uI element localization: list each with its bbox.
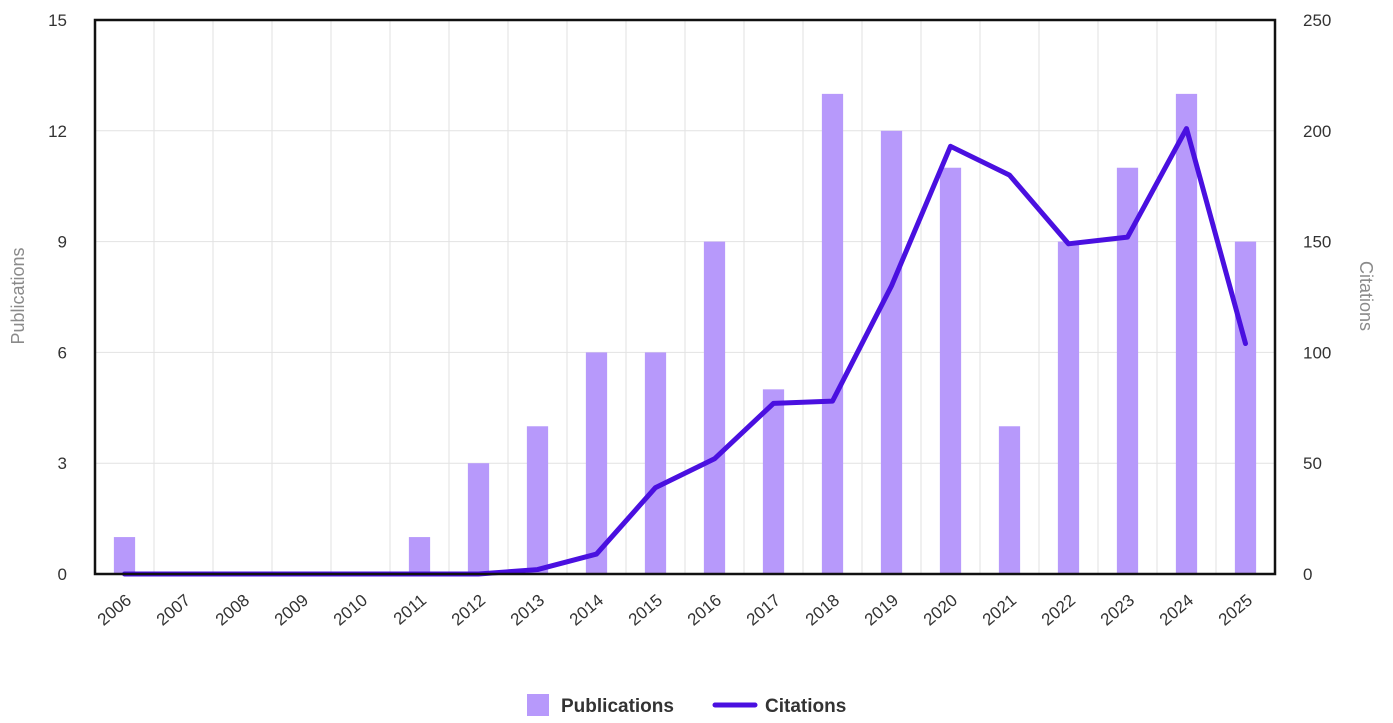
bar-publications-2011[interactable]: [408, 537, 431, 574]
legend-label-citations: Citations: [765, 696, 846, 717]
plot-frame: [93, 18, 1277, 576]
x-tick-label: 2013: [507, 591, 548, 630]
x-tick-label: 2008: [212, 591, 253, 630]
legend-item-publications[interactable]: Publications: [527, 694, 674, 717]
x-tick-label: 2018: [802, 591, 843, 630]
right-tick-label: 50: [1303, 454, 1322, 473]
x-tick-label: 2014: [566, 591, 607, 630]
x-tick-label: 2007: [153, 591, 194, 630]
right-tick-label: 200: [1303, 122, 1331, 141]
left-tick-label: 12: [48, 122, 67, 141]
x-tick-label: 2011: [390, 591, 430, 629]
left-tick-label: 9: [58, 233, 67, 252]
x-tick-label: 2023: [1097, 591, 1138, 630]
bar-publications-2016[interactable]: [703, 241, 726, 574]
bar-publications-2012[interactable]: [467, 463, 490, 574]
left-tick-label: 3: [58, 454, 67, 473]
bar-publications-2006[interactable]: [113, 537, 136, 574]
x-tick-label: 2010: [330, 591, 371, 630]
bar-publications-2024[interactable]: [1175, 93, 1198, 574]
x-tick-label: 2019: [861, 591, 902, 630]
legend-item-citations[interactable]: Citations: [712, 696, 846, 717]
bar-publications-2015[interactable]: [644, 352, 667, 574]
bar-publications-2025[interactable]: [1234, 241, 1257, 574]
right-tick-label: 100: [1303, 343, 1331, 362]
bar-publications-2019[interactable]: [880, 130, 903, 575]
x-tick-label: 2022: [1038, 591, 1079, 630]
legend-label-publications: Publications: [561, 696, 674, 717]
x-tick-label: 2016: [684, 591, 725, 630]
bar-publications-2021[interactable]: [998, 426, 1021, 574]
left-tick-label: 6: [58, 343, 67, 362]
left-axis-title: Publications: [8, 247, 28, 344]
bar-publications-2018[interactable]: [821, 93, 844, 574]
x-tick-label: 2009: [271, 591, 312, 630]
x-tick-label: 2017: [743, 591, 784, 630]
right-axis-ticks: 0 50 100 150 200 250: [1303, 11, 1331, 584]
x-tick-label: 2012: [448, 591, 489, 630]
bar-publications-2017[interactable]: [762, 389, 785, 574]
left-tick-label: 0: [58, 565, 67, 584]
x-tick-label: 2015: [625, 591, 666, 630]
left-tick-label: 15: [48, 11, 67, 30]
legend: Publications Citations: [527, 694, 846, 717]
right-tick-label: 150: [1303, 233, 1331, 252]
right-axis-title: Citations: [1356, 261, 1376, 331]
x-tick-label: 2021: [979, 591, 1020, 630]
x-tick-label: 2024: [1156, 591, 1197, 630]
bar-publications-2023[interactable]: [1116, 167, 1139, 574]
bar-publications-2014[interactable]: [585, 352, 608, 574]
left-axis-ticks: 0 3 6 9 12 15: [48, 11, 67, 584]
right-tick-label: 250: [1303, 11, 1331, 30]
x-tick-label: 2020: [920, 591, 961, 630]
x-axis-ticks: 2006 2007 2008 2009 2010 2011 2012 2013 2014 2015…: [94, 591, 1256, 630]
bar-publications-2013[interactable]: [526, 426, 549, 574]
legend-swatch-publications: [527, 694, 549, 716]
x-tick-label: 2025: [1215, 591, 1256, 630]
x-tick-label: 2006: [94, 591, 135, 630]
gridlines: [95, 19, 1275, 575]
bar-publications-2022[interactable]: [1057, 241, 1080, 574]
right-tick-label: 0: [1303, 565, 1312, 584]
bar-publications-2020[interactable]: [939, 167, 962, 574]
